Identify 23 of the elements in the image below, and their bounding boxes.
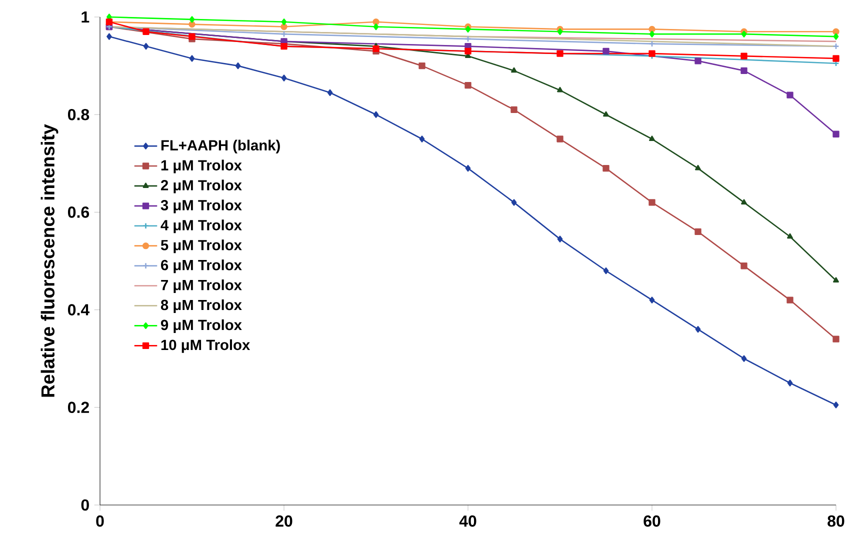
legend-label: 5 μM Trolox: [160, 240, 242, 254]
y-tick-label: 0.2: [68, 402, 89, 414]
legend-label: 4 μM Trolox: [160, 220, 242, 234]
legend-label: 8 μM Trolox: [160, 299, 242, 314]
legend-label: 3 μM Trolox: [160, 200, 242, 214]
legend-label: 1 μM Trolox: [161, 160, 242, 174]
y-tick-label: 1: [82, 12, 90, 23]
legend-label: FL+AAPH (blank): [161, 140, 280, 154]
legend-label: 2 μM Trolox: [160, 180, 242, 194]
y-tick-label: 0.4: [68, 304, 90, 316]
x-tick-label: 80: [828, 515, 844, 527]
x-tick-label: 20: [276, 515, 292, 527]
x-tick-label: 40: [459, 515, 476, 527]
x-tick-label: 0: [96, 515, 104, 527]
y-tick-label: 0: [81, 499, 89, 511]
legend-label: 10 μM Trolox: [161, 339, 250, 353]
y-tick-label: 0.6: [68, 206, 90, 218]
y-tick-label: 0.8: [68, 108, 90, 120]
legend-label: 9 μM Trolox: [160, 319, 242, 333]
legend-label: 6 μM Trolox: [161, 259, 242, 274]
legend-label: 7 μM Trolox: [161, 279, 242, 294]
y-axis-title: Relative fluorescence intensity: [40, 124, 58, 397]
x-tick-label: 60: [644, 515, 660, 527]
